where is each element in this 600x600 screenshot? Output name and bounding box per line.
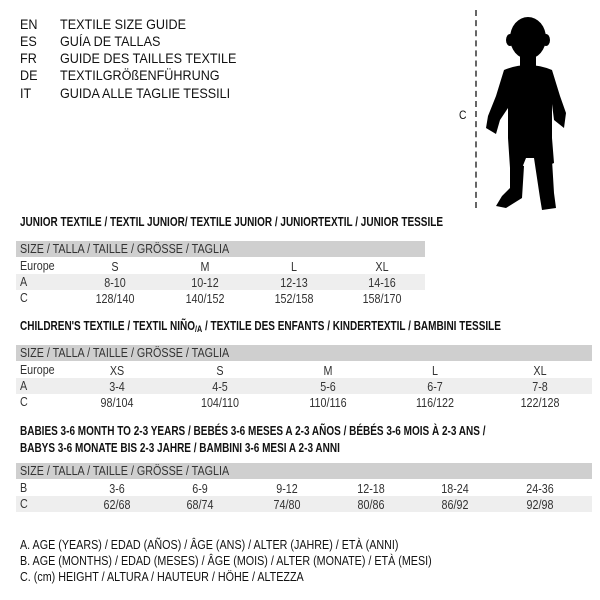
height-measure-line <box>475 10 477 208</box>
table-cell: 9-12 <box>276 482 298 496</box>
table-cell: 158/170 <box>362 292 402 306</box>
title-de: TEXTILGRÖßENFÜHRUNG <box>60 67 220 83</box>
table-cell: 6-9 <box>192 482 208 496</box>
child-silhouette-icon <box>486 17 566 210</box>
size-header-label: SIZE / TALLA / TAILLE / GRÖSSE / TAGLIA <box>20 346 230 360</box>
table-cell: 92/98 <box>526 498 554 512</box>
row-label: Europe <box>20 259 55 273</box>
table-cell: 7-8 <box>532 380 548 394</box>
lang-code-es: ES <box>20 33 37 49</box>
children-table-header: SIZE / TALLA / TAILLE / GRÖSSE / TAGLIA <box>16 345 592 361</box>
table-cell: 24-36 <box>526 482 554 496</box>
table-cell: 4-5 <box>212 380 228 394</box>
table-cell: 14-16 <box>368 276 396 290</box>
legend-c: C. (cm) HEIGHT / ALTURA / HAUTEUR / HÖHE… <box>20 570 304 584</box>
table-cell: S <box>111 260 119 274</box>
row-label: Europe <box>20 363 55 377</box>
table-cell: 18-24 <box>441 482 469 496</box>
table-cell: 98/104 <box>100 396 134 410</box>
table-cell: 12-13 <box>280 276 308 290</box>
row-label: C <box>20 497 28 511</box>
junior-row-europe: Europe S M L XL <box>16 258 425 274</box>
lang-code-en: EN <box>20 16 38 32</box>
table-cell: M <box>200 260 210 274</box>
row-label: B <box>20 481 28 495</box>
table-cell: 74/80 <box>273 498 301 512</box>
table-cell: 128/140 <box>95 292 135 306</box>
row-label: A <box>20 275 28 289</box>
children-row-c: C 98/104 104/110 110/116 116/122 122/128 <box>16 394 592 410</box>
table-cell: 86/92 <box>441 498 469 512</box>
title-en: TEXTILE SIZE GUIDE <box>60 16 187 32</box>
title-fr: GUIDE DES TAILLES TEXTILE <box>60 50 237 66</box>
title-part: / TEXTILE DES ENFANTS / KINDERTEXTIL / B… <box>202 319 501 333</box>
lang-code-de: DE <box>20 67 38 83</box>
table-cell: 3-4 <box>109 380 125 394</box>
junior-section-title: JUNIOR TEXTILE / TEXTIL JUNIOR/ TEXTILE … <box>20 215 444 229</box>
row-label: C <box>20 395 28 409</box>
children-row-europe: Europe XS S M L XL <box>16 362 592 378</box>
babies-row-c: C 62/68 68/74 74/80 80/86 86/92 92/98 <box>16 496 592 512</box>
height-measure-label: C <box>459 108 467 122</box>
title-subscript: /A <box>194 324 203 334</box>
table-cell: 62/68 <box>103 498 131 512</box>
table-cell: 110/116 <box>309 396 347 410</box>
table-cell: 12-18 <box>357 482 385 496</box>
junior-table-header: SIZE / TALLA / TAILLE / GRÖSSE / TAGLIA <box>16 241 425 257</box>
table-cell: 152/158 <box>274 292 314 306</box>
title-it: GUIDA ALLE TAGLIE TESSILI <box>60 85 231 101</box>
table-cell: 5-6 <box>320 380 336 394</box>
table-cell: M <box>323 364 333 378</box>
size-header-label: SIZE / TALLA / TAILLE / GRÖSSE / TAGLIA <box>20 242 230 256</box>
size-header-label: SIZE / TALLA / TAILLE / GRÖSSE / TAGLIA <box>20 464 230 478</box>
children-section-title: CHILDREN'S TEXTILE / TEXTIL NIÑO/A / TEX… <box>20 319 501 337</box>
table-cell: 10-12 <box>191 276 219 290</box>
table-cell: 3-6 <box>109 482 125 496</box>
table-cell: L <box>432 364 438 378</box>
table-cell: 6-7 <box>427 380 443 394</box>
table-cell: L <box>291 260 297 274</box>
table-cell: S <box>216 364 224 378</box>
babies-row-b: B 3-6 6-9 9-12 12-18 18-24 24-36 <box>16 480 592 496</box>
legend-a: A. AGE (YEARS) / EDAD (AÑOS) / ÂGE (ANS)… <box>20 538 399 552</box>
children-row-a: A 3-4 4-5 5-6 6-7 7-8 <box>16 378 592 394</box>
table-cell: 68/74 <box>186 498 214 512</box>
babies-section-title-line2: BABYS 3-6 MONATE BIS 2-3 JAHRE / BAMBINI… <box>20 441 340 455</box>
table-cell: XL <box>375 260 389 274</box>
babies-section-title-line1: BABIES 3-6 MONTH TO 2-3 YEARS / BEBÉS 3-… <box>20 424 486 438</box>
title-part: CHILDREN'S TEXTILE / TEXTIL NIÑO <box>20 319 195 333</box>
table-cell: 116/122 <box>415 396 455 410</box>
legend-b: B. AGE (MONTHS) / EDAD (MESES) / ÂGE (MO… <box>20 554 432 568</box>
junior-row-c: C 128/140 140/152 152/158 158/170 <box>16 290 425 306</box>
table-cell: 80/86 <box>357 498 385 512</box>
table-cell: XS <box>109 364 125 378</box>
row-label: C <box>20 291 28 305</box>
lang-code-fr: FR <box>20 50 37 66</box>
table-cell: XL <box>533 364 547 378</box>
row-label: A <box>20 379 28 393</box>
lang-code-it: IT <box>20 85 32 101</box>
table-cell: 104/110 <box>200 396 240 410</box>
title-es: GUÍA DE TALLAS <box>60 33 161 49</box>
junior-row-a: A 8-10 10-12 12-13 14-16 <box>16 274 425 290</box>
babies-table-header: SIZE / TALLA / TAILLE / GRÖSSE / TAGLIA <box>16 463 592 479</box>
table-cell: 140/152 <box>185 292 225 306</box>
table-cell: 122/128 <box>520 396 560 410</box>
table-cell: 8-10 <box>104 276 126 290</box>
